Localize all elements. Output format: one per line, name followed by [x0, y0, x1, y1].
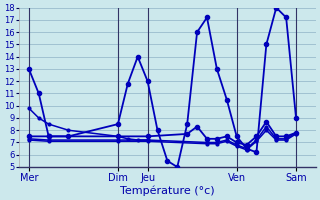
X-axis label: Température (°c): Température (°c) [120, 185, 215, 196]
